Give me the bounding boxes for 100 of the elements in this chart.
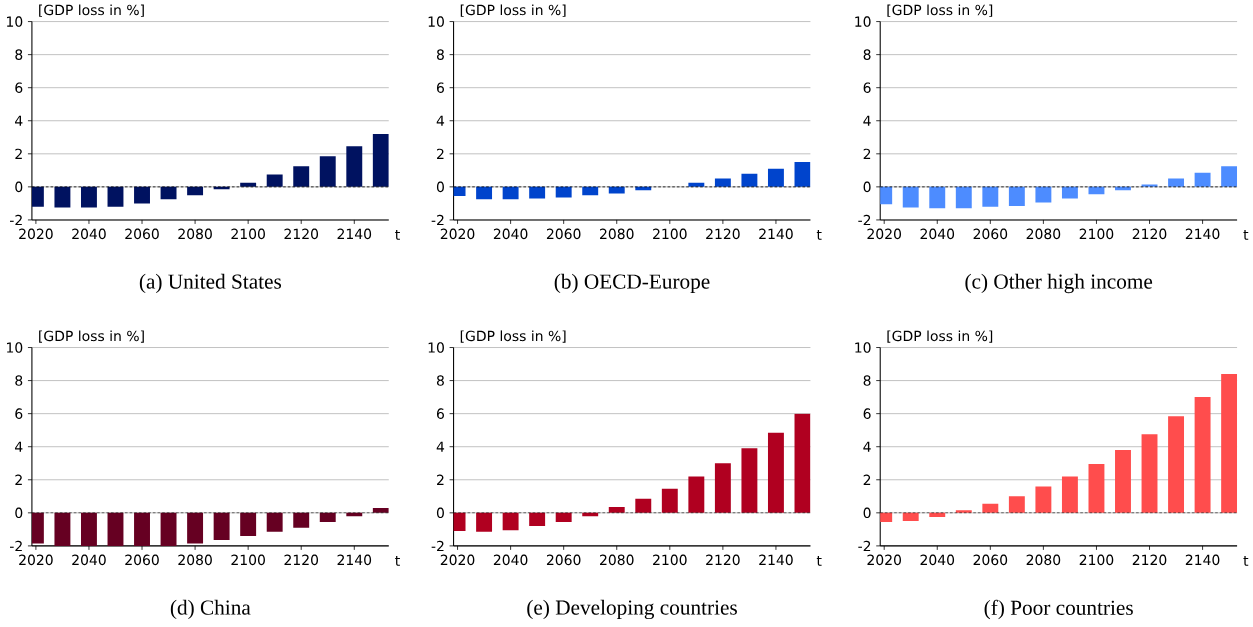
y-tick-label: 4 xyxy=(15,115,23,127)
y-tick-label: 10 xyxy=(428,342,444,353)
x-axis-title: t xyxy=(816,230,822,240)
y-tick-label: 2 xyxy=(15,474,22,486)
x-tick-label: 2020 xyxy=(867,554,901,566)
x-tick-label: 2120 xyxy=(284,228,319,240)
x-tick-label: 2060 xyxy=(546,228,581,240)
y-tick-label: 4 xyxy=(863,115,871,127)
y-tick-label: 0 xyxy=(15,181,23,193)
x-tick-label: 2120 xyxy=(1132,554,1167,566)
y-tick-label: 8 xyxy=(863,49,871,61)
text: (c) Other high income xyxy=(965,273,1153,294)
y-tick-label: -2 xyxy=(431,214,444,226)
y-tick-label: 8 xyxy=(863,375,871,387)
x-tick-label: 2020 xyxy=(440,554,475,566)
x-tick-label: 2040 xyxy=(493,554,528,566)
x-tick-label: 2140 xyxy=(1185,228,1220,240)
y-tick-label: 10 xyxy=(6,342,23,353)
x-tick-label: 2080 xyxy=(178,554,212,566)
x-tick-label: 2120 xyxy=(1132,228,1167,240)
y-axis-title: [GDP loss in %] xyxy=(887,330,993,343)
x-tick-label: 2120 xyxy=(284,554,319,566)
x-tick-label: 2140 xyxy=(759,228,793,240)
y-tick-label: 8 xyxy=(436,49,444,61)
y-tick-label: 8 xyxy=(436,375,444,387)
x-tick-label: 2040 xyxy=(920,228,955,240)
x-tick-label: 2080 xyxy=(600,554,634,566)
y-tick-label: 0 xyxy=(863,181,871,193)
x-axis-title: t xyxy=(1243,556,1249,566)
text: (d) China xyxy=(170,599,251,620)
x-tick-label: 2020 xyxy=(867,228,901,240)
x-tick-label: 2020 xyxy=(440,228,475,240)
x-tick-label: 2080 xyxy=(178,228,212,240)
y-tick-label: 8 xyxy=(15,49,23,61)
x-tick-label: 2080 xyxy=(1026,228,1061,240)
y-tick-label: 0 xyxy=(863,507,871,519)
x-tick-label: 2060 xyxy=(546,554,581,566)
x-tick-label: 2040 xyxy=(72,554,106,566)
y-axis-title: [GDP loss in %] xyxy=(460,330,566,343)
text: (f) Poor countries xyxy=(984,599,1133,620)
y-axis-title: [GDP loss in %] xyxy=(39,330,144,343)
y-tick-label: 6 xyxy=(15,408,23,420)
x-tick-label: 2140 xyxy=(759,554,793,566)
x-tick-label: 2100 xyxy=(231,228,265,240)
y-tick-label: -2 xyxy=(858,214,871,226)
x-axis-title: t xyxy=(816,556,822,566)
y-axis-title: [GDP loss in %] xyxy=(39,4,144,18)
x-tick-label: 2100 xyxy=(1079,554,1114,566)
y-tick-label: 4 xyxy=(863,441,871,452)
x-tick-label: 2100 xyxy=(653,228,687,240)
x-tick-label: 2040 xyxy=(920,554,955,566)
y-tick-label: 2 xyxy=(863,148,871,160)
y-tick-label: 0 xyxy=(15,507,23,519)
y-tick-label: 6 xyxy=(436,408,444,420)
text: (e) Developing countries xyxy=(527,599,737,620)
x-tick-label: 2100 xyxy=(231,554,265,566)
y-tick-label: 10 xyxy=(6,16,23,28)
y-tick-label: 4 xyxy=(15,441,23,452)
x-tick-label: 2140 xyxy=(337,228,372,240)
x-tick-label: 2080 xyxy=(600,228,634,240)
x-tick-label: 2060 xyxy=(125,228,159,240)
x-tick-label: 2140 xyxy=(1185,554,1220,566)
y-tick-label: 4 xyxy=(436,115,445,127)
y-tick-label: 6 xyxy=(436,82,444,94)
y-tick-label: 6 xyxy=(863,408,871,420)
y-tick-label: 6 xyxy=(863,82,871,94)
x-axis-title: t xyxy=(1243,230,1249,240)
x-tick-label: 2100 xyxy=(1079,228,1114,240)
x-tick-label: 2040 xyxy=(72,228,106,240)
y-tick-label: 6 xyxy=(15,82,23,94)
y-tick-label: 10 xyxy=(428,16,444,28)
text: (b) OECD-Europe xyxy=(554,273,710,294)
y-tick-label: -2 xyxy=(858,540,871,552)
x-tick-label: 2060 xyxy=(973,228,1008,240)
x-tick-label: 2140 xyxy=(337,554,372,566)
x-axis-title: t xyxy=(395,556,400,566)
y-tick-label: 10 xyxy=(855,16,871,28)
x-axis-title: t xyxy=(395,230,400,240)
x-tick-label: 2120 xyxy=(706,228,740,240)
x-tick-label: 2020 xyxy=(19,554,53,566)
y-axis-title: [GDP loss in %] xyxy=(887,4,993,18)
y-tick-label: 0 xyxy=(436,181,444,193)
y-tick-label: 2 xyxy=(437,148,444,160)
y-tick-label: -2 xyxy=(10,540,22,552)
y-tick-label: 10 xyxy=(855,342,871,353)
x-tick-label: 2040 xyxy=(493,228,528,240)
x-tick-label: 2020 xyxy=(19,228,53,240)
y-axis-title: [GDP loss in %] xyxy=(460,4,566,18)
y-tick-label: 4 xyxy=(436,441,445,452)
x-tick-label: 2060 xyxy=(125,554,159,566)
y-tick-label: -2 xyxy=(10,214,22,226)
y-tick-label: 8 xyxy=(15,375,23,387)
x-tick-label: 2080 xyxy=(1026,554,1061,566)
x-tick-label: 2100 xyxy=(653,554,687,566)
x-tick-label: 2120 xyxy=(706,554,740,566)
x-tick-label: 2060 xyxy=(973,554,1008,566)
y-tick-label: 2 xyxy=(15,148,22,160)
y-tick-label: 2 xyxy=(863,474,871,486)
y-tick-label: 0 xyxy=(436,507,444,519)
y-tick-label: -2 xyxy=(431,540,444,552)
